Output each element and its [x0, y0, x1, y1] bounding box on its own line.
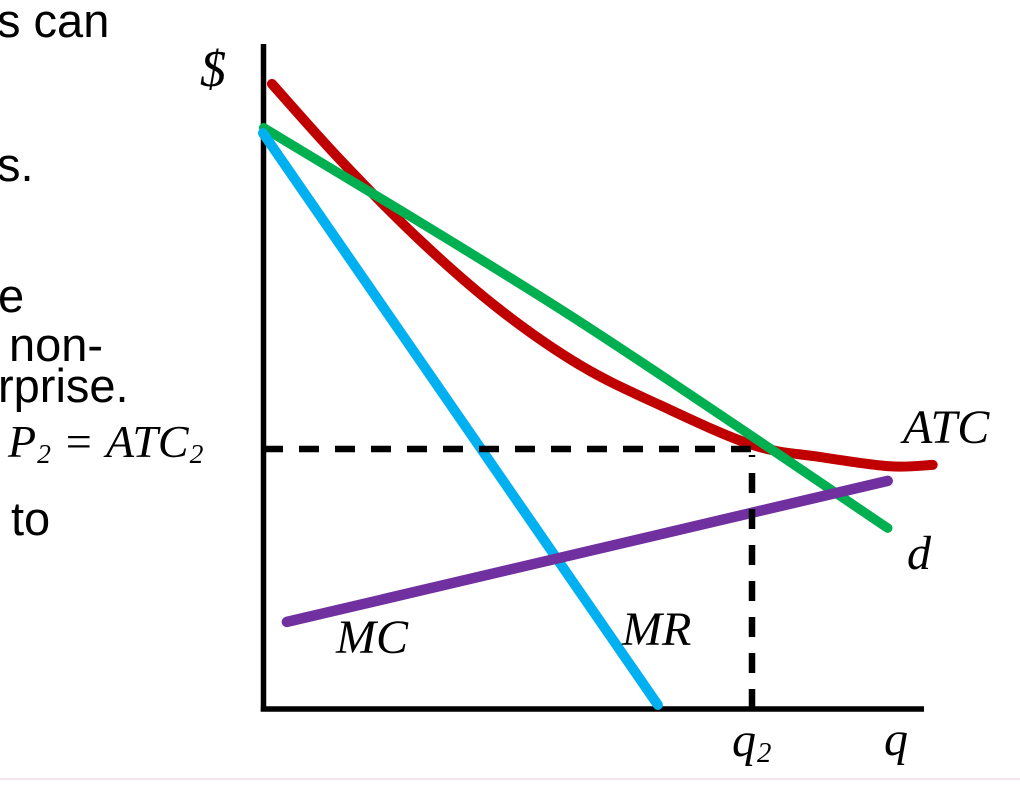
q2-marker-label: q2	[732, 714, 771, 768]
slide-text-fragment-3: e	[0, 269, 25, 322]
slide-text-fragment-2: s.	[0, 138, 34, 191]
slide-text-fragment-1: s can	[0, 0, 110, 47]
slide-text-fragment-4: non-	[9, 318, 104, 371]
demand-curve-label: d	[907, 527, 931, 580]
x-axis-q-label: q	[884, 713, 908, 766]
slide-text-fragment-5: rprise.	[0, 359, 129, 412]
q2-variable: q	[732, 714, 756, 767]
mc-curve-label: MC	[336, 611, 408, 664]
atc-subscript: 2	[189, 438, 204, 470]
price-variable: P	[8, 416, 37, 467]
mr-curve-label: MR	[622, 603, 692, 656]
slide-text-fragment-6: to	[11, 492, 51, 545]
cropped-slide-artifact-line	[0, 778, 1020, 780]
q2-subscript: 2	[757, 737, 772, 770]
price-subscript: 2	[37, 438, 51, 470]
y-axis-dollar-label: $	[200, 41, 226, 98]
mr-curve	[258, 128, 663, 710]
price-equation-label: P2 = ATC2	[8, 416, 203, 468]
atc-curve-label: ATC	[903, 401, 990, 454]
curves-group	[258, 78, 938, 710]
atc-variable: ATC	[105, 416, 189, 467]
mc-curve	[281, 475, 893, 628]
equals-sign: =	[62, 416, 94, 467]
d-curve	[258, 123, 893, 533]
dashed-lines-group	[263, 445, 756, 709]
atc-curve	[266, 78, 938, 472]
